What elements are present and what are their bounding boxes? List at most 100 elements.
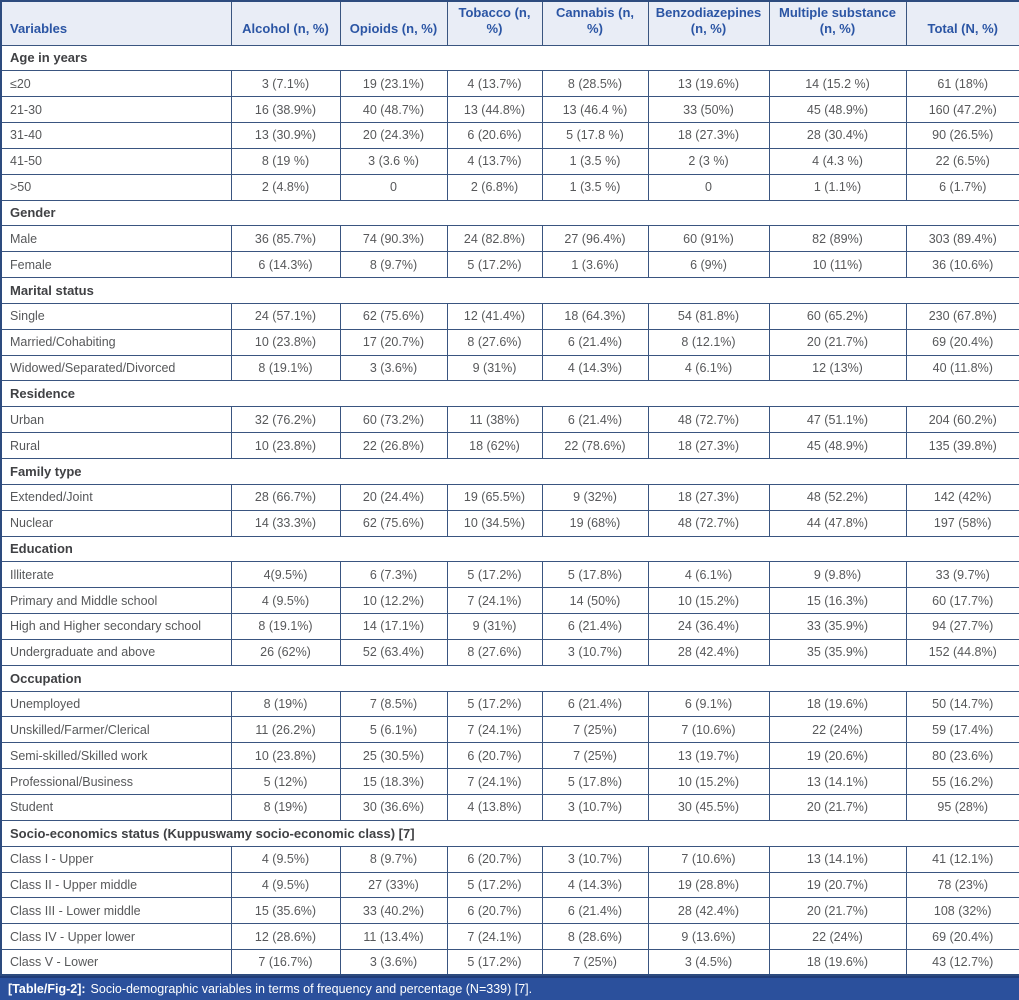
data-cell: 197 (58%) (905, 509, 1019, 537)
data-cell: 18 (27.3%) (647, 483, 770, 511)
data-cell: 44 (47.8%) (768, 509, 907, 537)
column-header-benzodiazepines: Benzodiazepines (n, %) (647, 0, 770, 46)
data-cell: 6 (20.6%) (446, 122, 543, 149)
data-cell: 6 (9%) (647, 251, 770, 279)
data-cell: 60 (73.2%) (339, 406, 448, 434)
row-label: Extended/Joint (0, 483, 232, 511)
data-cell: 54 (81.8%) (647, 302, 770, 330)
row-label: Female (0, 251, 232, 279)
row-label: Urban (0, 406, 232, 434)
data-cell: 19 (28.8%) (647, 871, 770, 899)
data-cell: 17 (20.7%) (339, 328, 448, 356)
data-cell: 15 (35.6%) (230, 897, 341, 925)
data-cell: 13 (46.4 %) (541, 96, 649, 124)
data-cell: 13 (19.6%) (647, 70, 770, 98)
data-cell: 60 (91%) (647, 225, 770, 253)
data-cell: 4 (9.5%) (230, 871, 341, 899)
table-row: Class I - Upper 4 (9.5%) 8 (9.7%) 6 (20.7%)… (0, 845, 1019, 873)
data-cell: 10 (23.8%) (230, 742, 341, 770)
section-header-row: Marital status (0, 277, 1019, 304)
data-cell: 6 (7.3%) (339, 561, 448, 589)
data-cell: 6 (21.4%) (541, 406, 649, 434)
data-cell: 5 (17.8%) (541, 768, 649, 795)
data-cell: 22 (26.8%) (339, 432, 448, 459)
data-cell: 7 (25%) (541, 716, 649, 744)
table-row: ≤20 3 (7.1%) 19 (23.1%) 4 (13.7%) 8 (28.5%) 1… (0, 70, 1019, 98)
table-row: Professional/Business 5 (12%) 15 (18.3%) 7 … (0, 768, 1019, 795)
data-cell: 18 (19.6%) (768, 690, 907, 718)
data-cell: 60 (17.7%) (905, 587, 1019, 615)
data-cell: 9 (32%) (541, 483, 649, 511)
data-cell: 5 (17.2%) (446, 251, 543, 279)
table-row: Semi-skilled/Skilled work 10 (23.8%) 25 (3… (0, 742, 1019, 770)
data-cell: 6 (20.7%) (446, 845, 543, 873)
table-row: Widowed/Separated/Divorced 8 (19.1%) 3 (3.… (0, 354, 1019, 382)
table-row: Class III - Lower middle 15 (35.6%) 33 (40… (0, 897, 1019, 925)
row-label: Student (0, 793, 232, 821)
data-cell: 9 (31%) (446, 613, 543, 640)
data-cell: 230 (67.8%) (905, 302, 1019, 330)
data-cell: 3 (3.6%) (339, 354, 448, 382)
data-cell: 13 (44.8%) (446, 96, 543, 124)
data-cell: 19 (68%) (541, 509, 649, 537)
section-header-row: Family type (0, 458, 1019, 485)
data-cell: 22 (24%) (768, 716, 907, 744)
data-cell: 8 (9.7%) (339, 845, 448, 873)
data-cell: 12 (28.6%) (230, 923, 341, 951)
data-cell: 8 (19%) (230, 690, 341, 718)
row-label: Widowed/Separated/Divorced (0, 354, 232, 382)
data-cell: 35 (35.9%) (768, 638, 907, 666)
data-cell: 11 (13.4%) (339, 923, 448, 951)
data-cell: 8 (19.1%) (230, 354, 341, 382)
data-cell: 20 (21.7%) (768, 328, 907, 356)
section-title: Marital status (0, 277, 1019, 304)
data-cell: 20 (21.7%) (768, 793, 907, 821)
table-row: Undergraduate and above 26 (62%) 52 (63.4%… (0, 638, 1019, 666)
data-cell: 4 (6.1%) (647, 354, 770, 382)
caption-tag: [Table/Fig-2]: (8, 982, 86, 997)
data-cell: 3 (4.5%) (647, 949, 770, 976)
row-label: >50 (0, 173, 232, 201)
data-cell: 8 (28.5%) (541, 70, 649, 98)
table-row: 41-50 8 (19 %) 3 (3.6 %) 4 (13.7%) 1 (3.5 %)… (0, 147, 1019, 175)
row-label: ≤20 (0, 70, 232, 98)
row-label: Illiterate (0, 561, 232, 589)
column-header-cannabis: Cannabis (n, %) (541, 0, 649, 46)
data-cell: 4 (6.1%) (647, 561, 770, 589)
data-cell: 60 (65.2%) (768, 302, 907, 330)
section-header-row: Gender (0, 199, 1019, 227)
row-label: Class I - Upper (0, 845, 232, 873)
data-cell: 22 (6.5%) (905, 147, 1019, 175)
table-row: Male 36 (85.7%) 74 (90.3%) 24 (82.8%) 27 (96… (0, 225, 1019, 253)
data-cell: 78 (23%) (905, 871, 1019, 899)
row-label: 21-30 (0, 96, 232, 124)
data-cell: 5 (17.8 %) (541, 122, 649, 149)
data-cell: 11 (26.2%) (230, 716, 341, 744)
data-cell: 13 (19.7%) (647, 742, 770, 770)
table-row: Married/Cohabiting 10 (23.8%) 17 (20.7%) 8 … (0, 328, 1019, 356)
data-cell: 14 (50%) (541, 587, 649, 615)
row-label: Undergraduate and above (0, 638, 232, 666)
data-cell: 135 (39.8%) (905, 432, 1019, 459)
data-cell: 11 (38%) (446, 406, 543, 434)
row-label: Nuclear (0, 509, 232, 537)
data-cell: 2 (3 %) (647, 147, 770, 175)
data-cell: 90 (26.5%) (905, 122, 1019, 149)
table-row: Rural 10 (23.8%) 22 (26.8%) 18 (62%) 22 (78.… (0, 432, 1019, 459)
data-cell: 19 (20.7%) (768, 871, 907, 899)
table-row: >50 2 (4.8%) 0 2 (6.8%) 1 (3.5 %) 0 1 (1.1%) 6 … (0, 173, 1019, 201)
data-cell: 7 (25%) (541, 949, 649, 976)
data-cell: 5 (17.2%) (446, 871, 543, 899)
data-cell: 33 (35.9%) (768, 613, 907, 640)
data-cell: 28 (42.4%) (647, 897, 770, 925)
data-cell: 6 (9.1%) (647, 690, 770, 718)
row-label: 31-40 (0, 122, 232, 149)
table-row: Nuclear 14 (33.3%) 62 (75.6%) 10 (34.5%) 19 … (0, 509, 1019, 537)
data-cell: 12 (13%) (768, 354, 907, 382)
data-cell: 152 (44.8%) (905, 638, 1019, 666)
data-cell: 7 (24.1%) (446, 716, 543, 744)
data-cell: 52 (63.4%) (339, 638, 448, 666)
data-cell: 6 (21.4%) (541, 613, 649, 640)
data-cell: 30 (45.5%) (647, 793, 770, 821)
section-title: Age in years (0, 44, 1019, 72)
